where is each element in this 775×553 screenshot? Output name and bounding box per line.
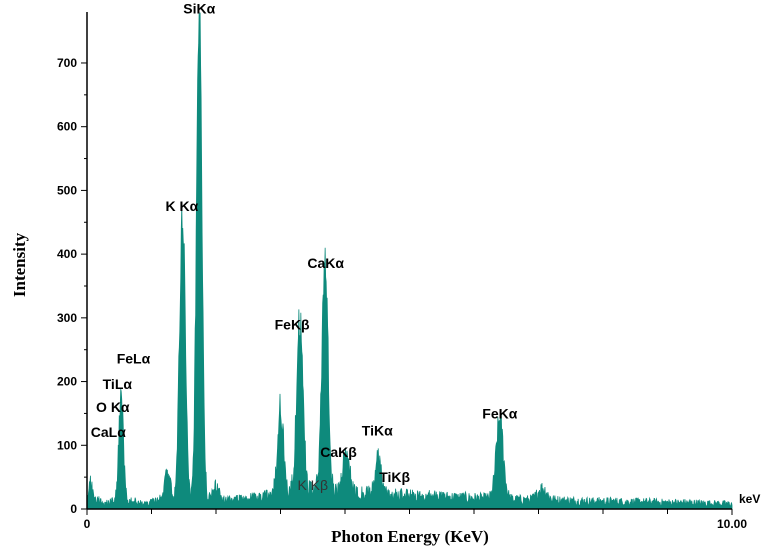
x-tick-label: 0 — [84, 517, 91, 531]
peak-label-kka: K Kα — [165, 198, 198, 214]
y-axis-title: Intensity — [10, 232, 29, 297]
peak-label-fela: FeLα — [117, 351, 151, 367]
peak-label-caka: CaKα — [307, 255, 344, 271]
y-tick-label: 500 — [57, 183, 77, 197]
peak-annotations: SiKα K Kα CaKα FeKβ FeLα TiLα O Kα CaLα TiKα CaKβ… — [91, 0, 518, 493]
y-tick-label: 0 — [70, 502, 77, 516]
x-ticks: 0 10.00 — [84, 509, 747, 531]
peak-label-cala: CaLα — [91, 424, 126, 440]
peak-label-kkb: K Kβ — [297, 477, 328, 493]
y-tick-label: 100 — [57, 438, 77, 452]
y-ticks: 0 100 200 300 400 500 600 700 — [57, 56, 87, 516]
peak-label-sika: SiKα — [183, 0, 215, 16]
peak-label-feka: FeKα — [482, 406, 517, 422]
peak-label-fekb: FeKβ — [275, 316, 310, 332]
x-unit-label: keV — [739, 492, 760, 506]
x-tick-label: 10.00 — [717, 517, 747, 531]
peak-label-tika: TiKα — [362, 423, 393, 439]
peak-label-oka: O Kα — [96, 399, 130, 415]
y-tick-label: 400 — [57, 247, 77, 261]
y-tick-label: 600 — [57, 120, 77, 134]
y-tick-label: 700 — [57, 56, 77, 70]
x-axis-title: Photon Energy (KeV) — [331, 527, 489, 546]
peak-label-tila: TiLα — [103, 376, 133, 392]
y-tick-label: 200 — [57, 375, 77, 389]
peak-label-tikb: TiKβ — [379, 469, 410, 485]
plot-area — [86, 11, 733, 510]
peak-label-cakb: CaKβ — [320, 444, 357, 460]
y-tick-label: 300 — [57, 311, 77, 325]
spectrum-area — [86, 11, 733, 510]
